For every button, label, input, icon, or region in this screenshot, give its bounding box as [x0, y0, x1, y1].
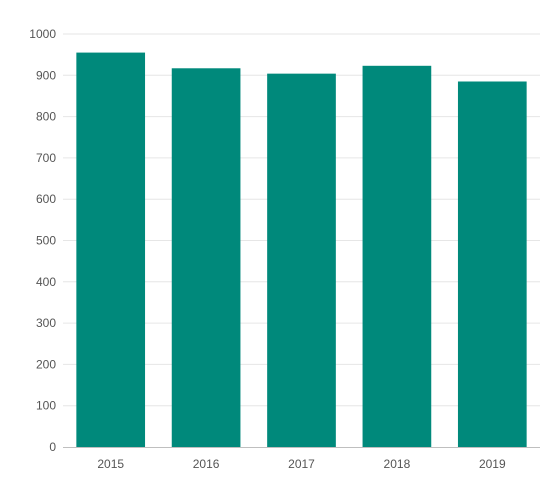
bar-2016[interactable]: [171, 68, 241, 448]
y-tick-label: 700: [36, 151, 56, 165]
y-tick-label: 0: [49, 440, 56, 454]
y-tick-label: 500: [36, 234, 56, 248]
x-tick-label: 2017: [288, 457, 315, 471]
y-tick-labels: 0 100 200 300 400 500 600 700 800 900 1000: [29, 27, 56, 454]
bar-2017[interactable]: [267, 73, 336, 447]
x-tick-label: 2015: [97, 457, 124, 471]
bar-2015[interactable]: [76, 52, 146, 448]
x-tick-labels: 2015 2016 2017 2018 2019: [97, 457, 506, 471]
y-tick-label: 100: [36, 399, 56, 413]
y-tick-label: 900: [36, 68, 56, 82]
x-tick-label: 2016: [193, 457, 220, 471]
y-tick-label: 400: [36, 275, 56, 289]
y-tick-label: 300: [36, 316, 56, 330]
y-tick-label: 200: [36, 357, 56, 371]
x-tick-label: 2019: [479, 457, 506, 471]
y-tick-label: 800: [36, 110, 56, 124]
y-tick-label: 1000: [29, 27, 56, 41]
x-tick-label: 2018: [384, 457, 411, 471]
bar-2019[interactable]: [457, 81, 527, 448]
bars: [76, 52, 527, 448]
bar-2018[interactable]: [362, 65, 432, 448]
y-tick-label: 600: [36, 192, 56, 206]
